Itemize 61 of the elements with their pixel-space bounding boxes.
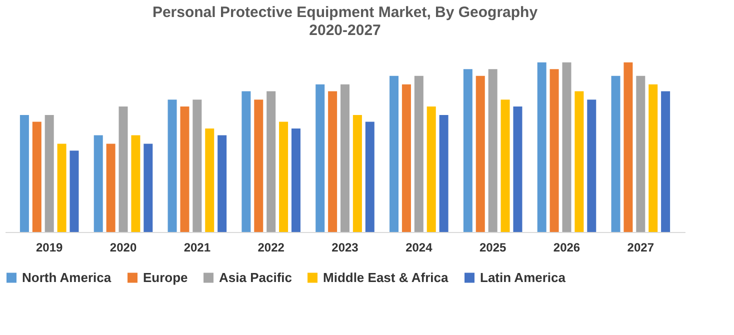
bar xyxy=(426,106,436,232)
bar xyxy=(94,135,103,232)
chart-subtitle: 2020-2027 xyxy=(309,22,381,39)
bar xyxy=(44,114,54,232)
bar xyxy=(365,122,374,232)
bar xyxy=(192,100,202,232)
bar xyxy=(20,114,29,232)
bar xyxy=(279,122,288,232)
bar xyxy=(513,106,522,232)
x-tick-label: 2019 xyxy=(36,240,64,254)
bar xyxy=(242,91,251,232)
x-tick-label: 2022 xyxy=(258,240,285,254)
bar xyxy=(340,84,350,232)
bar xyxy=(611,76,620,232)
bar xyxy=(205,128,214,232)
bar xyxy=(624,62,633,232)
bar xyxy=(352,114,362,232)
bar xyxy=(463,69,472,232)
x-tick-label: 2021 xyxy=(184,240,211,254)
legend-label: Latin America xyxy=(480,270,566,285)
bar xyxy=(118,106,128,232)
bar xyxy=(587,100,596,232)
bar xyxy=(254,100,264,232)
bar xyxy=(131,135,140,232)
x-tick-label: 2024 xyxy=(406,240,433,254)
bar xyxy=(106,144,116,232)
bar xyxy=(168,100,177,232)
bar xyxy=(488,69,498,232)
bar xyxy=(144,144,153,232)
bar xyxy=(57,144,66,232)
bar xyxy=(266,91,276,232)
bar xyxy=(390,76,399,232)
bar xyxy=(218,135,227,232)
x-tick-label: 2026 xyxy=(553,240,580,254)
bar xyxy=(500,100,510,232)
bar xyxy=(562,62,572,232)
bar xyxy=(439,114,448,232)
x-tick-label: 2020 xyxy=(110,240,137,254)
bar xyxy=(402,84,411,232)
bar xyxy=(661,91,670,232)
bar xyxy=(414,76,424,232)
bar xyxy=(648,84,658,232)
legend-label: Middle East & Africa xyxy=(323,270,449,285)
legend-label: North America xyxy=(22,270,112,285)
bar xyxy=(328,91,338,232)
legend-label: Asia Pacific xyxy=(219,270,292,285)
x-tick-label: 2025 xyxy=(479,240,506,254)
x-tick-label: 2023 xyxy=(332,240,359,254)
bar xyxy=(180,106,190,232)
bar xyxy=(70,150,79,232)
bar xyxy=(636,76,646,232)
bar xyxy=(32,122,42,232)
chart-title: Personal Protective Equipment Market, By Geography xyxy=(152,4,538,21)
bar xyxy=(537,62,546,232)
bar xyxy=(316,84,325,232)
bar xyxy=(574,91,584,232)
bar xyxy=(291,128,300,232)
x-tick-label: 2027 xyxy=(627,240,654,254)
bar xyxy=(550,69,559,232)
bar xyxy=(476,76,485,232)
legend-label: Europe xyxy=(143,270,188,285)
